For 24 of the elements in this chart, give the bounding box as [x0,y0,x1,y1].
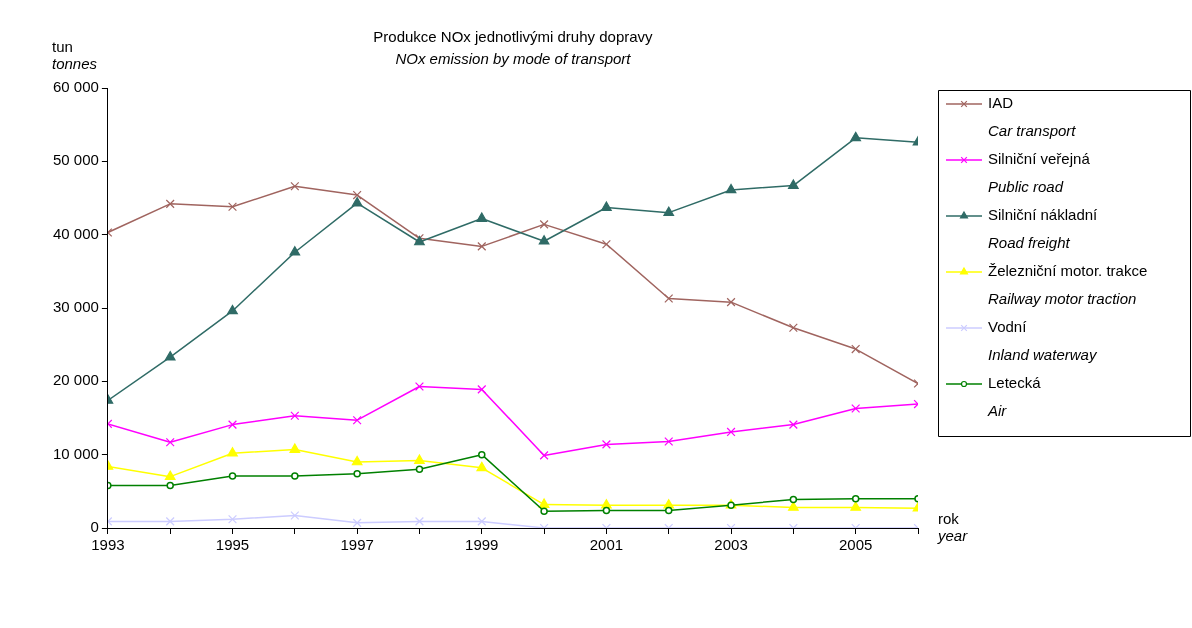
x-tick-label: 1997 [340,536,374,554]
legend-label: IAD Car transport [988,94,1077,140]
x-tick-label: 2001 [589,536,624,554]
x-tick-label: 1993 [91,536,125,554]
x-axis-title: rok year [938,510,968,544]
legend-label: Silniční veřejná Public road [988,150,1091,196]
y-tick-label: 40 000 [52,224,99,242]
legend-label: Silniční nákladní Road freight [988,206,1099,252]
x-tick-label: 1995 [215,536,250,554]
y-tick-label: 10 000 [52,444,99,462]
chart-subtitle: NOx emission by mode of transport [395,50,631,67]
y-tick-label: 60 000 [52,78,99,96]
y-tick-label: 20 000 [52,371,99,389]
x-tick-label: 1999 [465,536,499,554]
y-tick-label: 30 000 [52,298,99,316]
y-tick-label: 50 000 [52,151,99,169]
chart-title: Produkce NOx jednotlivými druhy dopravy [373,28,653,45]
x-tick-label: 2005 [839,536,873,554]
legend-label: Vodní Inland waterway [988,318,1098,364]
legend-label: Letecká Air [987,374,1042,420]
y-axis-title: tun tonnes [52,38,98,72]
x-tick-label: 2003 [714,536,748,554]
legend-label: Železniční motor. trakce Railway motor traction [988,262,1148,308]
y-tick-label: 0 [90,518,99,536]
